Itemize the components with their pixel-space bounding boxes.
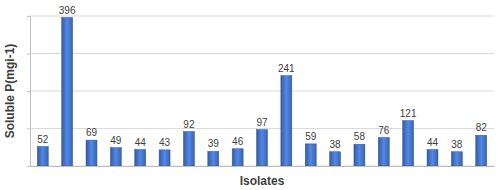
bar: [281, 76, 292, 166]
bar: [305, 144, 316, 166]
x-axis-line: [31, 166, 495, 167]
y-tick-mark: [27, 54, 30, 55]
chart: 52 396 69 49 44 43 92 39 46 97 241 59 38 58 76 121 44 38 8…: [0, 0, 500, 190]
bar: [451, 152, 462, 166]
y-tick-mark: [27, 129, 30, 130]
bar: [86, 140, 97, 166]
data-label: 58: [354, 131, 366, 142]
data-label: 52: [37, 134, 49, 145]
grid-line: [30, 128, 494, 129]
bars: [37, 18, 486, 167]
data-label: 121: [400, 108, 417, 119]
y-tick-mark: [27, 91, 30, 92]
y-tick-mark: [27, 16, 30, 17]
bar: [110, 148, 121, 166]
grid-line: [30, 91, 494, 92]
y-tick: [27, 16, 30, 17]
data-label: 76: [378, 125, 390, 136]
y-axis-title: Soluble P(mgi-1): [3, 44, 17, 139]
bar: [427, 150, 438, 167]
bar: [476, 135, 487, 166]
bar: [37, 147, 48, 167]
data-label: 92: [183, 119, 195, 130]
data-label: 39: [208, 138, 220, 149]
grid: [30, 16, 494, 166]
bar: [135, 150, 146, 167]
grid-line: [30, 16, 494, 17]
y-tick: [27, 54, 30, 55]
x-axis-title: Isolates: [240, 174, 285, 188]
bar: [378, 138, 389, 167]
bar: [183, 132, 194, 167]
data-label: 44: [135, 137, 147, 148]
data-label: 38: [451, 139, 463, 150]
bar: [257, 130, 268, 166]
bar: [330, 152, 341, 166]
data-label: 46: [232, 136, 244, 147]
data-label: 38: [330, 139, 342, 150]
y-tick: [27, 129, 30, 130]
y-tick: [27, 166, 30, 167]
data-label: 43: [159, 137, 171, 148]
x-axis: [31, 166, 495, 168]
bar: [159, 150, 170, 166]
y-tick: [27, 91, 30, 92]
bar: [208, 151, 219, 166]
data-label: 396: [59, 5, 76, 16]
data-label: 49: [110, 135, 122, 146]
data-label: 82: [476, 122, 488, 133]
y-axis: [27, 17, 31, 167]
data-label: 44: [427, 137, 439, 148]
data-label: 241: [278, 63, 295, 74]
plot: 52 396 69 49 44 43 92 39 46 97 241 59 38 58 76 121 44 38 8…: [27, 5, 495, 167]
bar: [403, 121, 414, 166]
data-labels: 52 396 69 49 44 43 92 39 46 97 241 59 38 58 76 121 44 38 8…: [37, 5, 487, 150]
bar: [354, 144, 365, 166]
data-label: 97: [256, 117, 268, 128]
bar: [62, 18, 73, 167]
bar: [232, 149, 243, 166]
y-axis-line: [27, 17, 31, 167]
grid-line: [30, 53, 494, 54]
y-tick-mark: [27, 166, 30, 167]
data-label: 69: [86, 127, 98, 138]
data-label: 59: [305, 131, 317, 142]
